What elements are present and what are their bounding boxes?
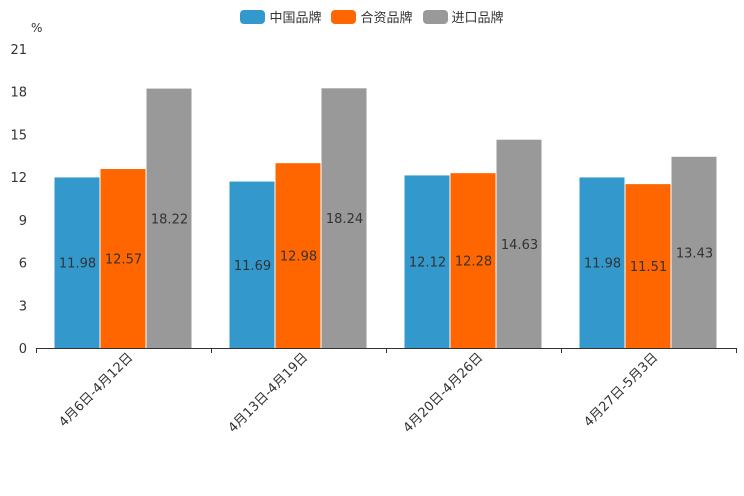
x-category-label-3: 4月27日-5月3日 — [581, 350, 661, 430]
bar-1-0 — [100, 169, 146, 348]
data-label-1-1: 12.98 — [280, 250, 317, 265]
bar-0-1 — [229, 181, 275, 348]
bar-1-1 — [275, 163, 321, 348]
data-label-2-3: 13.43 — [676, 246, 713, 261]
bar-0-3 — [579, 177, 625, 348]
y-tick-label-0: 0 — [19, 342, 27, 357]
legend-label-import-brand: 进口品牌 — [451, 11, 504, 26]
data-label-2-0: 18.22 — [151, 212, 188, 227]
data-label-1-3: 11.51 — [630, 260, 667, 275]
data-label-1-2: 12.28 — [455, 255, 492, 270]
x-category-label-1: 4月13日-4月19日 — [226, 350, 312, 436]
legend: 中国品牌 合资品牌 进口品牌 — [0, 7, 744, 26]
legend-swatch-import-brand — [422, 9, 448, 24]
bar-2-3 — [671, 156, 717, 348]
legend-swatch-china-brand — [240, 9, 266, 24]
bar-1-2 — [450, 173, 496, 348]
bar-2-1 — [321, 88, 367, 348]
y-axis-unit-label: % — [31, 21, 43, 35]
bar-1-3 — [625, 184, 671, 348]
y-tick-label-18: 18 — [10, 86, 27, 101]
bar-2-2 — [496, 139, 542, 348]
bar-0-0 — [54, 177, 100, 348]
legend-label-china-brand: 中国品牌 — [269, 11, 322, 26]
data-label-0-3: 11.98 — [584, 257, 621, 272]
y-tick-label-21: 21 — [10, 43, 27, 58]
bar-0-2 — [404, 175, 450, 348]
data-label-0-1: 11.69 — [234, 259, 271, 274]
legend-swatch-jv-brand — [331, 9, 357, 24]
legend-label-jv-brand: 合资品牌 — [360, 11, 413, 26]
y-tick-label-6: 6 — [19, 257, 27, 272]
data-label-0-0: 11.98 — [59, 257, 96, 272]
y-tick-label-12: 12 — [10, 171, 27, 186]
data-label-2-2: 14.63 — [501, 238, 538, 253]
x-category-label-2: 4月20日-4月26日 — [401, 350, 487, 436]
data-label-2-1: 18.24 — [326, 212, 363, 227]
y-tick-label-3: 3 — [19, 299, 27, 314]
y-tick-label-15: 15 — [10, 128, 27, 143]
legend-item-china-brand[interactable]: 中国品牌 — [240, 7, 321, 26]
bar-2-0 — [146, 88, 192, 348]
data-label-0-2: 12.12 — [409, 256, 446, 271]
x-category-label-0: 4月6日-4月12日 — [56, 350, 136, 430]
legend-item-import-brand[interactable]: 进口品牌 — [422, 7, 504, 26]
data-label-1-0: 12.57 — [105, 253, 142, 268]
y-tick-label-9: 9 — [19, 214, 27, 229]
legend-item-jv-brand[interactable]: 合资品牌 — [331, 7, 413, 26]
